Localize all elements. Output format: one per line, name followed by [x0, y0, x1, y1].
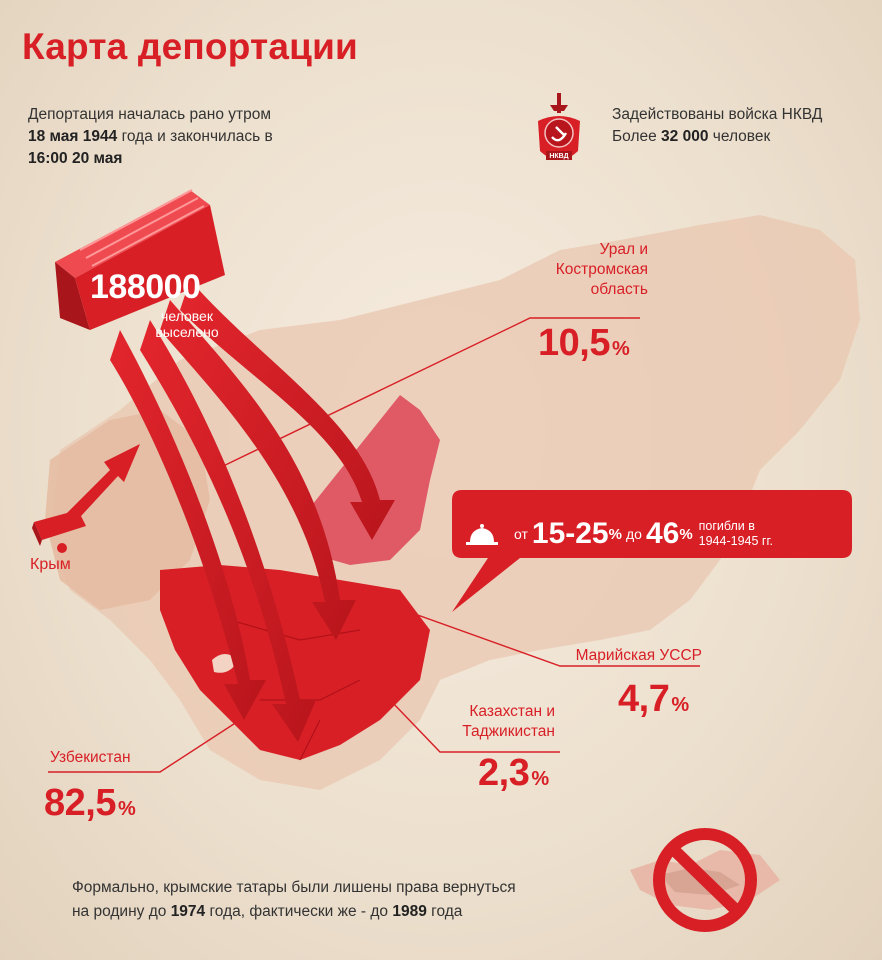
region-mari-name: Марийская УССР [540, 646, 702, 666]
kazakh-leader-line [389, 699, 560, 753]
region-mari-percent: 4,7% [618, 678, 689, 721]
big-train-icon [55, 189, 225, 330]
region-ural-line1: Урал и [599, 241, 648, 258]
region-ural-value: 10,5 [538, 322, 610, 364]
deaths-to-word: до [625, 526, 642, 542]
total-number-b: 000 [145, 268, 201, 306]
region-kazakh-line2: Таджикистан [462, 723, 555, 740]
deaths-max: 46 [645, 517, 680, 550]
nkvd-count: 32 000 [661, 128, 709, 145]
emblem-text: НКВД [549, 153, 568, 160]
region-uzbek-percent: 82,5% [44, 782, 136, 825]
region-ural-line2: Костромская [555, 261, 648, 278]
region-uzbek-value: 82,5 [44, 782, 116, 824]
nkvd-line1: Задействованы войска НКВД [612, 106, 823, 123]
central-asia-borders [229, 619, 361, 761]
intro-line1: Депортация началась рано утром [28, 106, 271, 123]
nkvd-line2-suffix: человек [708, 128, 771, 145]
page-title: Карта депортации [22, 26, 358, 67]
intro-date-start: 18 мая 1944 [28, 128, 118, 145]
region-kazakh-unit: % [531, 768, 549, 790]
intro-line2: года и закончилась в [117, 128, 273, 145]
total-caption: человек выселено [132, 308, 242, 340]
footer-year2: 1989 [392, 903, 427, 920]
footer-line2-a: на родину до [72, 903, 171, 920]
region-kazakh-name: Казахстан и Таджикистан [400, 702, 555, 742]
mari-leader-line [319, 579, 700, 667]
deaths-unit1: % [608, 525, 622, 543]
ban-icon [630, 828, 780, 932]
deaths-callout: от 15-25 % до 46 % погибли в 1944-1945 г… [510, 514, 773, 554]
footer-line1: Формально, крымские татары были лишены п… [72, 879, 516, 896]
region-mari-value: 4,7 [618, 678, 670, 720]
region-ural-line3: область [590, 281, 648, 298]
nkvd-text: Задействованы войска НКВД Более 32 000 ч… [612, 104, 872, 148]
region-mari-unit: % [671, 694, 689, 716]
bell-icon [466, 524, 498, 545]
region-uzbek-line1: Узбекистан [50, 749, 131, 766]
region-kazakh-line1: Казахстан и [469, 703, 555, 720]
region-uzbek-name: Узбекистан [50, 748, 160, 768]
deaths-note: погибли в 1944-1945 гг. [699, 519, 773, 549]
footer-year1: 1974 [170, 903, 206, 920]
deaths-range: 15-25 [531, 517, 609, 550]
total-caption-line1: человек [161, 308, 213, 324]
region-ural-percent: 10,5% [538, 322, 630, 365]
nkvd-line2-prefix: Более [612, 128, 662, 145]
region-ural-unit: % [611, 338, 630, 360]
footer-text: Формально, крымские татары были лишены п… [72, 876, 602, 924]
footer-line2-b: года, фактически же - до [205, 903, 393, 920]
deportation-arrows [110, 280, 395, 742]
total-number-a: 188 [90, 268, 146, 306]
deaths-callout-bubble [452, 490, 852, 612]
region-kazakh-value: 2,3 [478, 752, 530, 794]
deaths-unit2: % [679, 525, 693, 543]
intro-text: Депортация началась рано утром 18 мая 19… [28, 104, 348, 170]
deaths-note-line1: погибли в [698, 519, 755, 533]
uzbek-leader-line [48, 719, 241, 773]
region-mari-line1: Марийская УССР [575, 647, 702, 664]
deaths-from-word: от [514, 526, 528, 542]
nkvd-emblem-icon: НКВД [538, 93, 580, 160]
footer-line2-c: года [426, 903, 463, 920]
total-caption-line2: выселено [155, 324, 219, 340]
crimea-label: Крым [30, 556, 71, 573]
deaths-note-line2: 1944-1945 гг. [698, 534, 773, 548]
crimea-arrow [60, 444, 140, 528]
total-deported-number: 188000 [90, 268, 201, 307]
region-ural-name: Урал и Костромская область [480, 240, 648, 300]
intro-time-end: 16:00 20 мая [28, 150, 123, 167]
region-uzbek-unit: % [117, 798, 136, 820]
region-kazakh-percent: 2,3% [478, 752, 549, 795]
